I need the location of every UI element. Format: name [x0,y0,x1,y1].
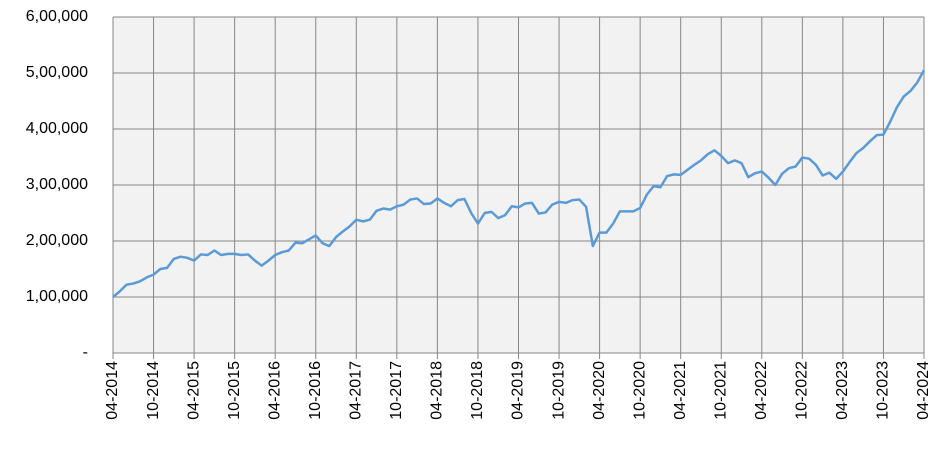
x-tick-label: 10-2019 [550,361,567,420]
y-tick-label: 6,00,000 [26,8,88,25]
x-tick-label: 10-2020 [631,361,648,420]
x-tick-label: 04-2014 [104,361,121,420]
x-tick-label: 10-2015 [226,361,243,420]
x-tick-label: 04-2015 [185,361,202,420]
y-tick-label: 1,00,000 [26,288,88,305]
x-tick-label: 04-2022 [753,361,770,420]
x-tick-label: 04-2023 [834,361,851,420]
x-tick-label: 04-2019 [510,361,527,420]
x-tick-label: 10-2022 [794,361,811,420]
y-tick-label: 2,00,000 [26,232,88,249]
x-tick-label: 04-2020 [591,361,608,420]
x-tick-label: 10-2014 [145,361,162,420]
y-tick-label: 3,00,000 [26,176,88,193]
y-tick-label: 4,00,000 [26,120,88,137]
x-tick-label: 10-2017 [388,361,405,420]
x-tick-label: 10-2021 [712,361,729,420]
data-line [112,69,926,298]
x-tick-label: 04-2017 [348,361,365,420]
y-tick-label: - [83,344,88,361]
y-tick-label: 5,00,000 [26,64,88,81]
x-tick-label: 04-2018 [429,361,446,420]
x-tick-label: 10-2023 [875,361,892,420]
x-tick-label: 04-2024 [915,361,932,420]
x-tick-label: 04-2021 [672,361,689,420]
x-tick-label: 10-2018 [469,361,486,420]
x-tick-label: 04-2016 [266,361,283,420]
x-tick-label: 10-2016 [307,361,324,420]
